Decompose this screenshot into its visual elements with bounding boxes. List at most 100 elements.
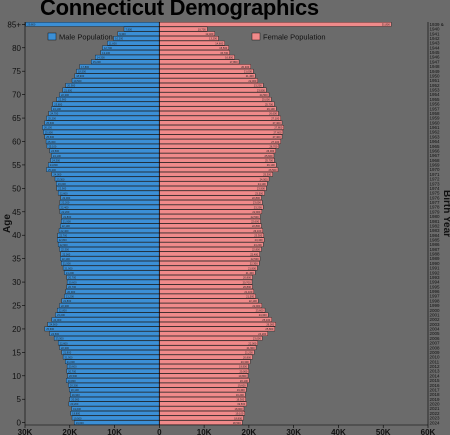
male-bar-label: 24,000 xyxy=(53,318,61,322)
male-bar-age-13 xyxy=(65,359,160,364)
birth-year-tick-label: 1960 xyxy=(430,120,441,125)
male-bar-age-64 xyxy=(44,120,160,125)
female-bar-age-72 xyxy=(159,83,264,88)
male-bar-label: 23,200 xyxy=(57,313,65,317)
y-tick-label: 15 xyxy=(12,348,21,357)
female-bar-label: 25,100 xyxy=(262,318,270,322)
female-bar-age-49 xyxy=(159,190,265,196)
male-bar-age-75 xyxy=(76,68,160,74)
female-bar-age-41 xyxy=(159,228,263,233)
female-bar-age-57 xyxy=(159,153,275,158)
female-bar-label: 25,600 xyxy=(265,154,273,158)
male-bar-age-54 xyxy=(46,167,160,172)
female-bar-age-25 xyxy=(159,303,263,308)
female-bar-age-32 xyxy=(159,270,256,275)
female-bar-label: 19,200 xyxy=(236,393,244,397)
age-axis: 0 5 10 15 20 25 30 35 40 45 50 55 60 65 70 75 80 85+ xyxy=(7,20,26,428)
male-bar-age-48 xyxy=(60,195,160,200)
female-bar-age-69 xyxy=(159,97,272,102)
female-bar-label: 26,000 xyxy=(266,323,274,327)
female-bar-label: 23,900 xyxy=(257,88,265,92)
y-tick-label: 5 xyxy=(17,395,22,404)
female-bar-label: 27,100 xyxy=(271,116,279,120)
female-bar-age-14 xyxy=(159,354,253,360)
birth-year-tick-label: 1985 xyxy=(430,238,441,243)
female-bars: 18,50018,80019,10018,90019,50019,30019,2… xyxy=(159,22,392,425)
female-bar-label: 22,000 xyxy=(248,79,256,83)
female-bar-label: 19,800 xyxy=(239,374,247,378)
male-bar-label: 22,000 xyxy=(62,252,70,256)
male-bar-age-71 xyxy=(62,87,160,93)
female-bar-label: 23,000 xyxy=(253,201,261,205)
female-bar-label: 23,900 xyxy=(257,187,265,191)
female-bar-label: 24,500 xyxy=(260,177,268,181)
female-bar-age-29 xyxy=(159,284,253,290)
male-bar-label: 15,200 xyxy=(93,60,101,64)
male-bar-age-28 xyxy=(65,289,160,294)
birth-year-tick-label: 1992 xyxy=(430,270,441,275)
male-bar-age-19 xyxy=(49,331,160,336)
birth-year-tick-label: 1997 xyxy=(430,294,441,299)
female-bar-age-27 xyxy=(159,293,256,299)
female-bar-label: 23,200 xyxy=(254,243,262,247)
female-bar-label: 13,200 xyxy=(209,37,217,41)
male-bar-age-61 xyxy=(44,134,160,140)
female-bar-age-11 xyxy=(159,368,250,374)
male-bar-age-33 xyxy=(62,265,160,271)
x-tick-label: 50K xyxy=(376,428,391,435)
female-bar-age-74 xyxy=(159,73,256,79)
female-bar-age-6 xyxy=(159,392,246,397)
y-tick-label: 75 xyxy=(12,67,21,76)
male-bar-label: 20,300 xyxy=(70,383,78,387)
legend-male-label: Male Population xyxy=(59,33,113,42)
female-bar-age-5 xyxy=(159,396,246,402)
x-axis: 30K 20K 10K 0 10K 20K 30K 40K 50K 60K xyxy=(18,424,436,435)
male-bars: 19,00019,50019,80019,60020,20020,00019,9… xyxy=(25,22,160,425)
female-bar-label: 51,800 xyxy=(382,23,390,27)
birth-year-tick-label: 1943 xyxy=(430,41,441,46)
female-bar-label: 19,900 xyxy=(239,365,247,369)
male-bar-age-56 xyxy=(50,157,160,163)
female-bar-age-53 xyxy=(159,172,273,177)
female-bar-age-28 xyxy=(159,289,254,294)
x-tick-label: 20K xyxy=(242,428,257,435)
female-bar-age-51 xyxy=(159,181,268,186)
female-bar-label: 19,500 xyxy=(237,402,245,406)
female-bar-age-56 xyxy=(159,157,275,163)
female-bar-age-10 xyxy=(159,373,249,379)
male-bar-label: 22,400 xyxy=(61,229,69,233)
birth-year-tick-label: 1969 xyxy=(430,163,441,168)
female-bar-age-77 xyxy=(159,59,240,65)
male-bar-age-51 xyxy=(56,181,160,186)
male-bar-age-1 xyxy=(71,415,160,421)
birth-year-axis: 2024202320222021202020192018201720162015… xyxy=(427,22,444,425)
female-bar-label: 22,000 xyxy=(248,341,256,345)
birth-year-tick-label: 1976 xyxy=(430,195,441,200)
female-bar-label: 21,600 xyxy=(247,346,255,350)
birth-year-tick-label: 2014 xyxy=(430,373,441,378)
y2-axis-label: Birth Year xyxy=(441,190,450,237)
y-tick-label: 0 xyxy=(17,419,22,428)
female-bar-age-40 xyxy=(159,232,264,238)
birth-year-tick-label: 1979 xyxy=(430,209,441,214)
female-bar-age-7 xyxy=(159,387,247,393)
male-bar-age-2 xyxy=(70,411,160,416)
birth-year-tick-label: 2007 xyxy=(430,341,441,346)
male-bar-label: 25,600 xyxy=(46,327,54,331)
female-bar-label: 22,100 xyxy=(249,299,257,303)
birth-year-tick-label: 2017 xyxy=(430,387,441,392)
male-bar-label: 24,000 xyxy=(53,173,61,177)
female-bar-age-46 xyxy=(159,204,264,210)
birth-year-tick-label: 1966 xyxy=(430,148,441,153)
female-bar-label: 20,100 xyxy=(240,379,248,383)
male-bar-label: 24,500 xyxy=(51,332,59,336)
male-bar-age-85 xyxy=(25,22,160,27)
male-bar-age-47 xyxy=(59,200,160,205)
female-bar-label: 22,400 xyxy=(250,252,258,256)
male-bar-age-49 xyxy=(57,190,160,196)
female-bar-age-63 xyxy=(159,125,284,130)
birth-year-tick-label: 1987 xyxy=(430,247,441,252)
male-bar-age-6 xyxy=(70,392,160,397)
birth-year-tick-label: 2016 xyxy=(430,383,441,388)
female-bar-label: 22,800 xyxy=(252,224,260,228)
